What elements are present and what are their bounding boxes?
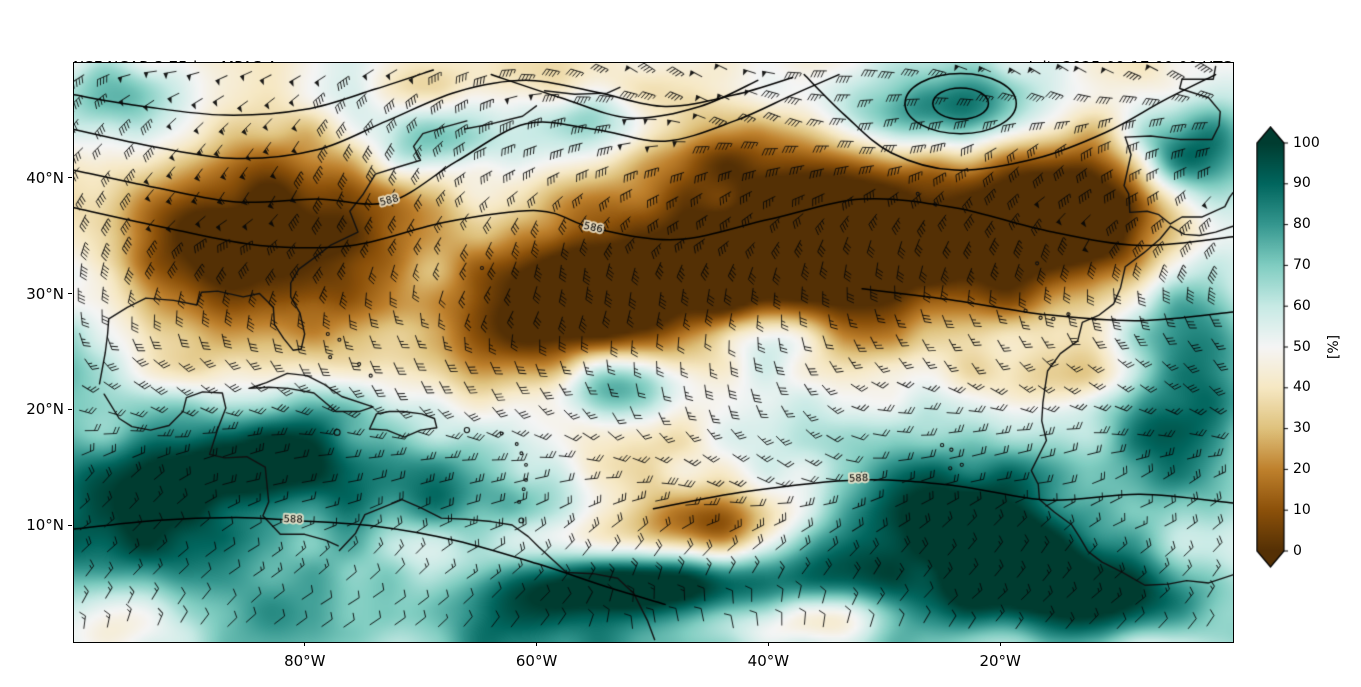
colorbar-tick-label: 30 [1293, 420, 1311, 437]
lat-tick-label: 40°N [26, 168, 64, 187]
colorbar-unit-label: [%] [1326, 334, 1342, 360]
colorbar-tick-label: 10 [1293, 501, 1311, 518]
lon-tick-label: 20°W [979, 652, 1021, 670]
lat-tick-label: 30°N [26, 284, 64, 303]
colorbar-tick-label: 60 [1293, 297, 1311, 314]
colorbar-tick-label: 70 [1293, 256, 1311, 273]
colorbar [1256, 126, 1290, 569]
lat-tick-mark [68, 408, 72, 410]
humidity-wind-map-canvas [74, 63, 1233, 642]
map-plot-area [73, 62, 1234, 643]
lat-tick-mark [68, 293, 72, 295]
colorbar-tick-label: 40 [1293, 379, 1311, 396]
lat-tick-label: 20°N [26, 400, 64, 419]
lat-tick-label: 10°N [26, 516, 64, 535]
lon-tick-label: 60°W [515, 652, 558, 670]
colorbar-tick-label: 20 [1293, 460, 1311, 477]
colorbar-canvas [1256, 126, 1290, 569]
colorbar-tick-label: 0 [1293, 542, 1302, 559]
colorbar-tick-label: 90 [1293, 175, 1311, 192]
colorbar-tick-label: 100 [1293, 134, 1320, 151]
lat-tick-mark [68, 177, 72, 179]
colorbar-tick-label: 80 [1293, 216, 1311, 233]
lon-tick-label: 40°W [747, 652, 790, 670]
colorbar-tick-label: 50 [1293, 338, 1311, 355]
lat-tick-mark [68, 524, 72, 526]
lon-tick-label: 80°W [284, 652, 326, 670]
